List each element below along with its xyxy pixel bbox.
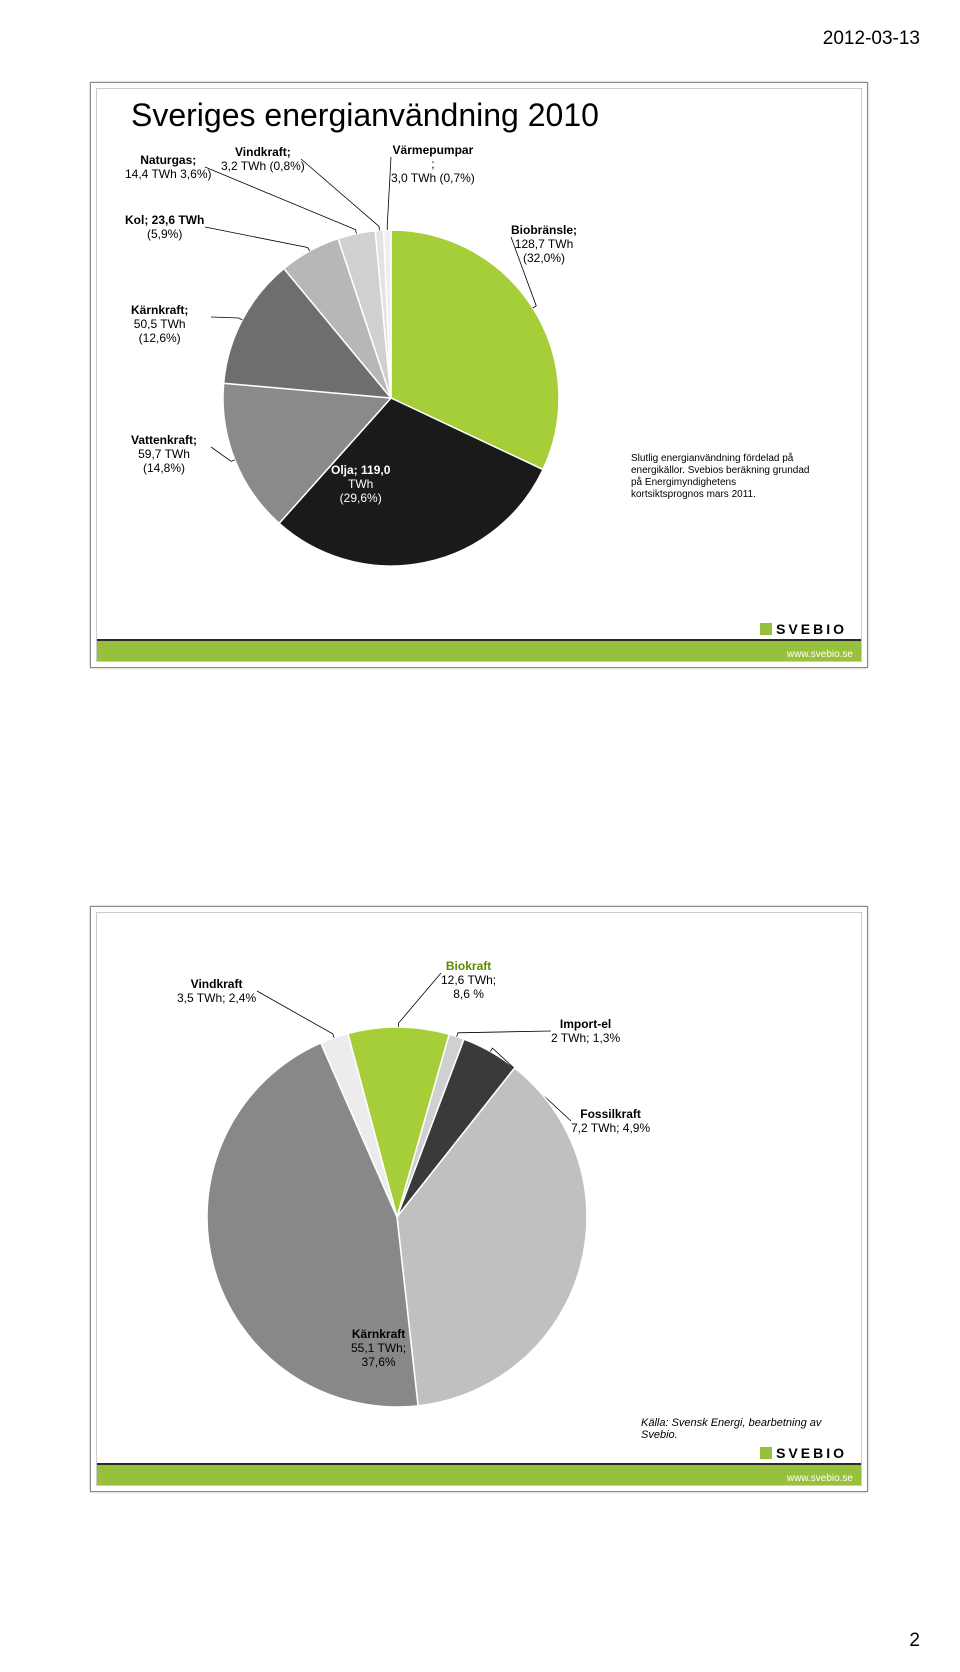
leader-kol (205, 227, 310, 251)
slide2-footer: www.svebio.se (97, 1463, 861, 1485)
label-vindkraft: Vindkraft;3,2 TWh (0,8%) (221, 145, 305, 173)
footer-url-2: www.svebio.se (787, 1473, 853, 1484)
logo-text-2: SVEBIO (776, 1445, 847, 1461)
svebio-logo: SVEBIO (760, 621, 847, 637)
footer-url: www.svebio.se (787, 649, 853, 660)
label-fossilkraft: Fossilkraft7,2 TWh; 4,9% (571, 1107, 650, 1135)
label-kol: Kol; 23,6 TWh(5,9%) (125, 213, 204, 241)
logo-square-icon-2 (760, 1447, 772, 1459)
label-biokraft: Biokraft12,6 TWh; 8,6 % (441, 959, 496, 1001)
leader-vindkraft (301, 159, 379, 230)
pie-chart-energy: Biobränsle;128,7 TWh (32,0%) Olja; 119,0T… (91, 83, 867, 623)
label-olja: Olja; 119,0TWh (29,6%) (331, 463, 390, 505)
label-värmepumpar: Värmepumpar; 3,0 TWh (0,7%) (391, 143, 475, 185)
slide-energy-2010: Sveriges energianvändning 2010 Biobränsl… (90, 82, 868, 668)
label-kärnkraft: Kärnkraft;50,5 TWh (12,6%) (131, 303, 188, 345)
leader-vindkraft (257, 991, 334, 1038)
page-date: 2012-03-13 (823, 28, 920, 50)
label-naturgas: Naturgas;14,4 TWh 3,6%) (125, 153, 211, 181)
page-number: 2 (909, 1630, 920, 1652)
leader-kärnkraft (211, 317, 242, 320)
pie-chart-el: Biokraft12,6 TWh; 8,6 % Import-el2 TWh; 1… (91, 907, 867, 1447)
leader-naturgas (205, 167, 356, 234)
slide2-source: Källa: Svensk Energi, bearbetning av Sve… (641, 1417, 831, 1441)
label-import-el: Import-el2 TWh; 1,3% (551, 1017, 620, 1045)
label-vattenkraft: Vattenkraft;59,7 TWh (14,8%) (131, 433, 197, 475)
label-vindkraft: Vindkraft3,5 TWh; 2,4% (177, 977, 256, 1005)
logo-square-icon (760, 623, 772, 635)
slide1-footer: www.svebio.se (97, 639, 861, 661)
logo-text: SVEBIO (776, 621, 847, 637)
leader-import-el (457, 1031, 551, 1037)
label-vattenkraft: Vattenkraft66,2 TWh; 45,2% (151, 1257, 213, 1299)
slide1-note: Slutlig energianvändning fördelad på ene… (631, 453, 811, 501)
slide-elproduktion: Biokraft12,6 TWh; 8,6 % Import-el2 TWh; 1… (90, 906, 868, 1492)
leader-biokraft (399, 973, 441, 1027)
label-biobränsle: Biobränsle;128,7 TWh (32,0%) (511, 223, 577, 265)
label-kärnkraft: Kärnkraft55,1 TWh; 37,6% (351, 1327, 406, 1369)
svebio-logo-2: SVEBIO (760, 1445, 847, 1461)
